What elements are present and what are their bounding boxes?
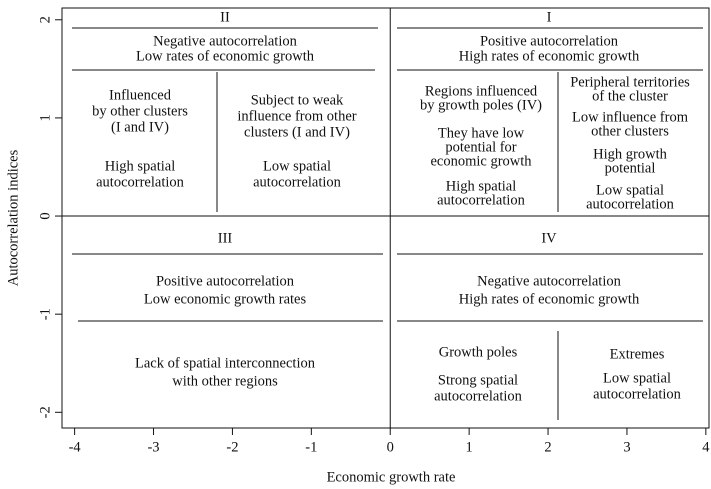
- y-tick-label: 0: [37, 212, 53, 219]
- description: clusters (I and IV): [244, 124, 350, 140]
- description: autocorrelation: [434, 388, 523, 404]
- quadrant-label: II: [220, 9, 230, 25]
- description: other clusters: [591, 123, 669, 139]
- x-tick-label: -2: [226, 439, 238, 455]
- quadrant-heading: High rates of economic growth: [459, 48, 640, 64]
- description: Peripheral territories: [570, 74, 690, 90]
- quadrant-label: I: [547, 9, 552, 25]
- quadrant-heading: High rates of economic growth: [459, 291, 640, 307]
- description: They have low: [438, 125, 525, 141]
- y-tick-label: 2: [37, 16, 53, 23]
- description: Low influence from: [572, 109, 689, 125]
- description: by growth poles (IV): [420, 97, 542, 113]
- quadrant-label: III: [218, 230, 233, 246]
- description: High growth: [593, 146, 667, 162]
- quadrant-heading: Positive autocorrelation: [480, 33, 619, 49]
- quadrant-heading: Low rates of economic growth: [136, 48, 315, 64]
- description: Low spatial: [603, 370, 671, 386]
- x-axis-label: Economic growth rate: [327, 469, 456, 485]
- x-tick-label: 4: [702, 439, 710, 455]
- description: economic growth: [430, 153, 532, 169]
- description: Low spatial: [596, 182, 664, 198]
- x-tick-label: 1: [466, 439, 473, 455]
- x-tick-label: -1: [305, 439, 317, 455]
- x-tick-label: 0: [387, 439, 394, 455]
- quadrant-heading: Negative autocorrelation: [477, 273, 621, 289]
- description: High spatial: [105, 158, 175, 174]
- y-tick-label: -1: [37, 308, 53, 320]
- description: Low spatial: [263, 158, 331, 174]
- plot-frame: [61, 7, 710, 429]
- description: (I and IV): [111, 119, 169, 135]
- description: potential: [605, 160, 656, 176]
- x-tick-label: -3: [147, 439, 159, 455]
- description: autocorrelation: [253, 174, 342, 190]
- description: influence from other: [237, 108, 356, 124]
- description: Extremes: [610, 346, 665, 362]
- description: of the cluster: [592, 88, 668, 104]
- description: autocorrelation: [586, 196, 675, 212]
- quadrant-heading: Positive autocorrelation: [156, 273, 295, 289]
- quadrant-heading: Negative autocorrelation: [153, 33, 297, 49]
- description: Lack of spatial interconnection: [135, 355, 316, 371]
- x-tick-label: 2: [544, 439, 551, 455]
- quadrant-heading: Low economic growth rates: [144, 291, 307, 307]
- description: autocorrelation: [593, 386, 682, 402]
- y-axis-label: Autocorrelation indices: [5, 149, 21, 286]
- x-tick-label: -4: [69, 439, 82, 455]
- description: Growth poles: [439, 344, 518, 360]
- y-tick-label: -2: [37, 406, 53, 418]
- description: Influenced: [109, 87, 172, 103]
- description: Strong spatial: [438, 372, 518, 388]
- x-tick-label: 3: [623, 439, 630, 455]
- quadrant-label: IV: [541, 230, 557, 246]
- description: Subject to weak: [251, 92, 344, 108]
- description: potential for: [445, 139, 516, 155]
- y-tick-label: 1: [37, 114, 53, 121]
- description: High spatial: [446, 178, 516, 194]
- description: with other regions: [172, 373, 278, 389]
- description: autocorrelation: [437, 192, 526, 208]
- description: Regions influenced: [425, 83, 538, 99]
- description: autocorrelation: [96, 174, 185, 190]
- description: by other clusters: [92, 103, 188, 119]
